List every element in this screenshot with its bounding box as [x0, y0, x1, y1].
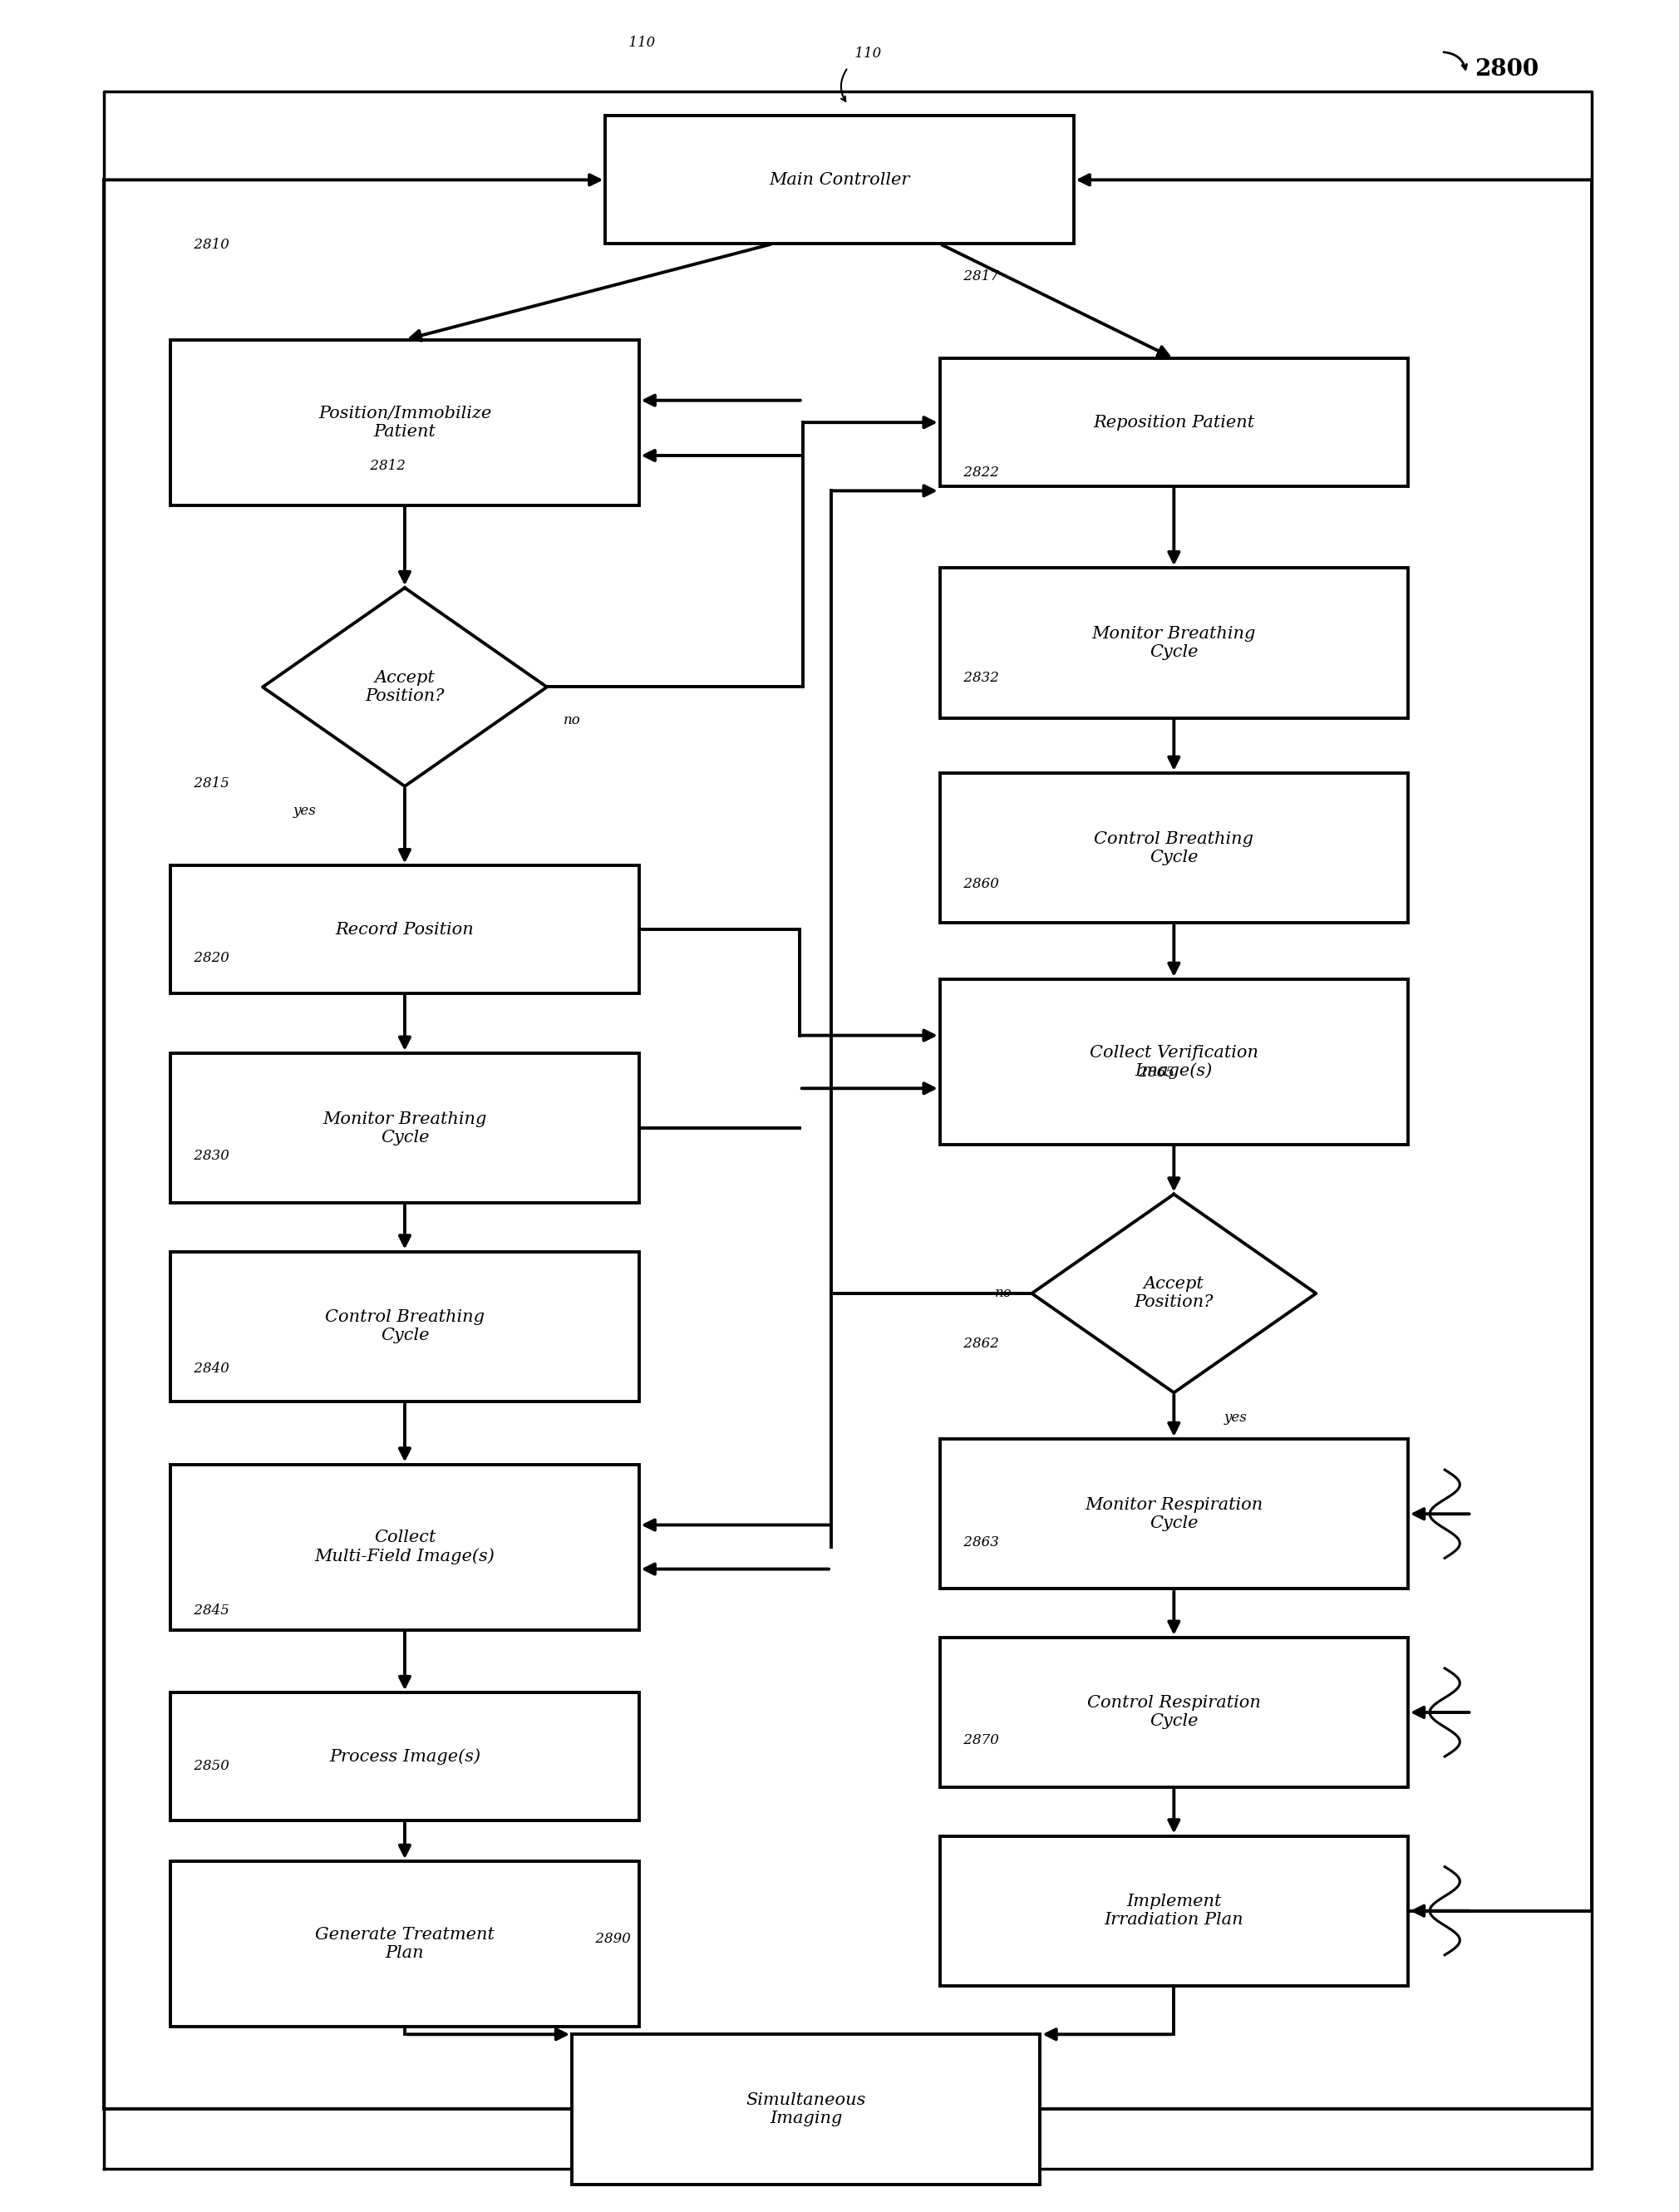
Text: 2815: 2815: [188, 776, 230, 790]
Bar: [940, 568, 1409, 719]
Bar: [940, 358, 1409, 487]
Bar: [171, 1252, 638, 1402]
Bar: [940, 1637, 1409, 1787]
Text: Main Controller: Main Controller: [769, 173, 910, 188]
Text: 2820: 2820: [188, 951, 230, 964]
Bar: [171, 1464, 638, 1630]
Text: 2832: 2832: [957, 670, 999, 686]
Text: Control Respiration
Cycle: Control Respiration Cycle: [1086, 1694, 1261, 1730]
Text: 2830: 2830: [188, 1150, 230, 1164]
Text: 2890: 2890: [589, 1931, 631, 1947]
Bar: [171, 865, 638, 993]
Text: Reposition Patient: Reposition Patient: [1093, 414, 1254, 431]
Text: no: no: [564, 714, 581, 728]
Text: Position/Immobilize
Patient: Position/Immobilize Patient: [319, 405, 492, 440]
Text: Control Breathing
Cycle: Control Breathing Cycle: [1095, 832, 1254, 865]
Text: 110: 110: [848, 46, 881, 60]
Bar: [171, 1053, 638, 1203]
Text: 2812: 2812: [363, 460, 405, 473]
Bar: [573, 2035, 1041, 2183]
Text: yes: yes: [292, 803, 316, 818]
Text: 2870: 2870: [957, 1734, 999, 1747]
Bar: [606, 115, 1073, 243]
Bar: [940, 772, 1409, 922]
Text: 2863: 2863: [957, 1535, 999, 1548]
Text: 2845: 2845: [188, 1604, 230, 1617]
Text: Monitor Breathing
Cycle: Monitor Breathing Cycle: [1091, 626, 1256, 659]
Bar: [940, 980, 1409, 1144]
Text: 2822: 2822: [957, 467, 999, 480]
Text: Collect
Multi-Field Image(s): Collect Multi-Field Image(s): [314, 1531, 495, 1564]
Text: Accept
Position?: Accept Position?: [1135, 1276, 1214, 1310]
Text: Monitor Breathing
Cycle: Monitor Breathing Cycle: [322, 1110, 487, 1146]
Text: 2840: 2840: [188, 1363, 230, 1376]
Text: 2817: 2817: [957, 270, 999, 283]
Text: Accept
Position?: Accept Position?: [364, 670, 445, 703]
Text: 2810: 2810: [188, 237, 230, 252]
Text: Collect Verification
Image(s): Collect Verification Image(s): [1090, 1044, 1258, 1079]
Text: 2865: 2865: [1132, 1066, 1174, 1079]
Text: Generate Treatment
Plan: Generate Treatment Plan: [316, 1927, 495, 1962]
Text: Monitor Respiration
Cycle: Monitor Respiration Cycle: [1085, 1498, 1263, 1531]
Bar: [940, 1836, 1409, 1986]
Text: 2850: 2850: [188, 1759, 230, 1774]
Text: no: no: [994, 1287, 1012, 1301]
Text: yes: yes: [1224, 1411, 1247, 1425]
Bar: [171, 1860, 638, 2026]
Bar: [940, 1440, 1409, 1588]
Bar: [171, 341, 638, 504]
Polygon shape: [1033, 1194, 1316, 1394]
Text: 2860: 2860: [957, 876, 999, 891]
Polygon shape: [262, 588, 547, 785]
Bar: [171, 1692, 638, 1820]
Text: Implement
Irradiation Plan: Implement Irradiation Plan: [1105, 1893, 1244, 1929]
Text: 110: 110: [623, 35, 655, 51]
Text: Control Breathing
Cycle: Control Breathing Cycle: [326, 1310, 485, 1343]
Text: Simultaneous
Imaging: Simultaneous Imaging: [745, 2093, 866, 2126]
Text: 2800: 2800: [1474, 58, 1540, 82]
Text: Record Position: Record Position: [336, 922, 473, 938]
Text: 2862: 2862: [957, 1336, 999, 1352]
Text: Process Image(s): Process Image(s): [329, 1747, 480, 1765]
